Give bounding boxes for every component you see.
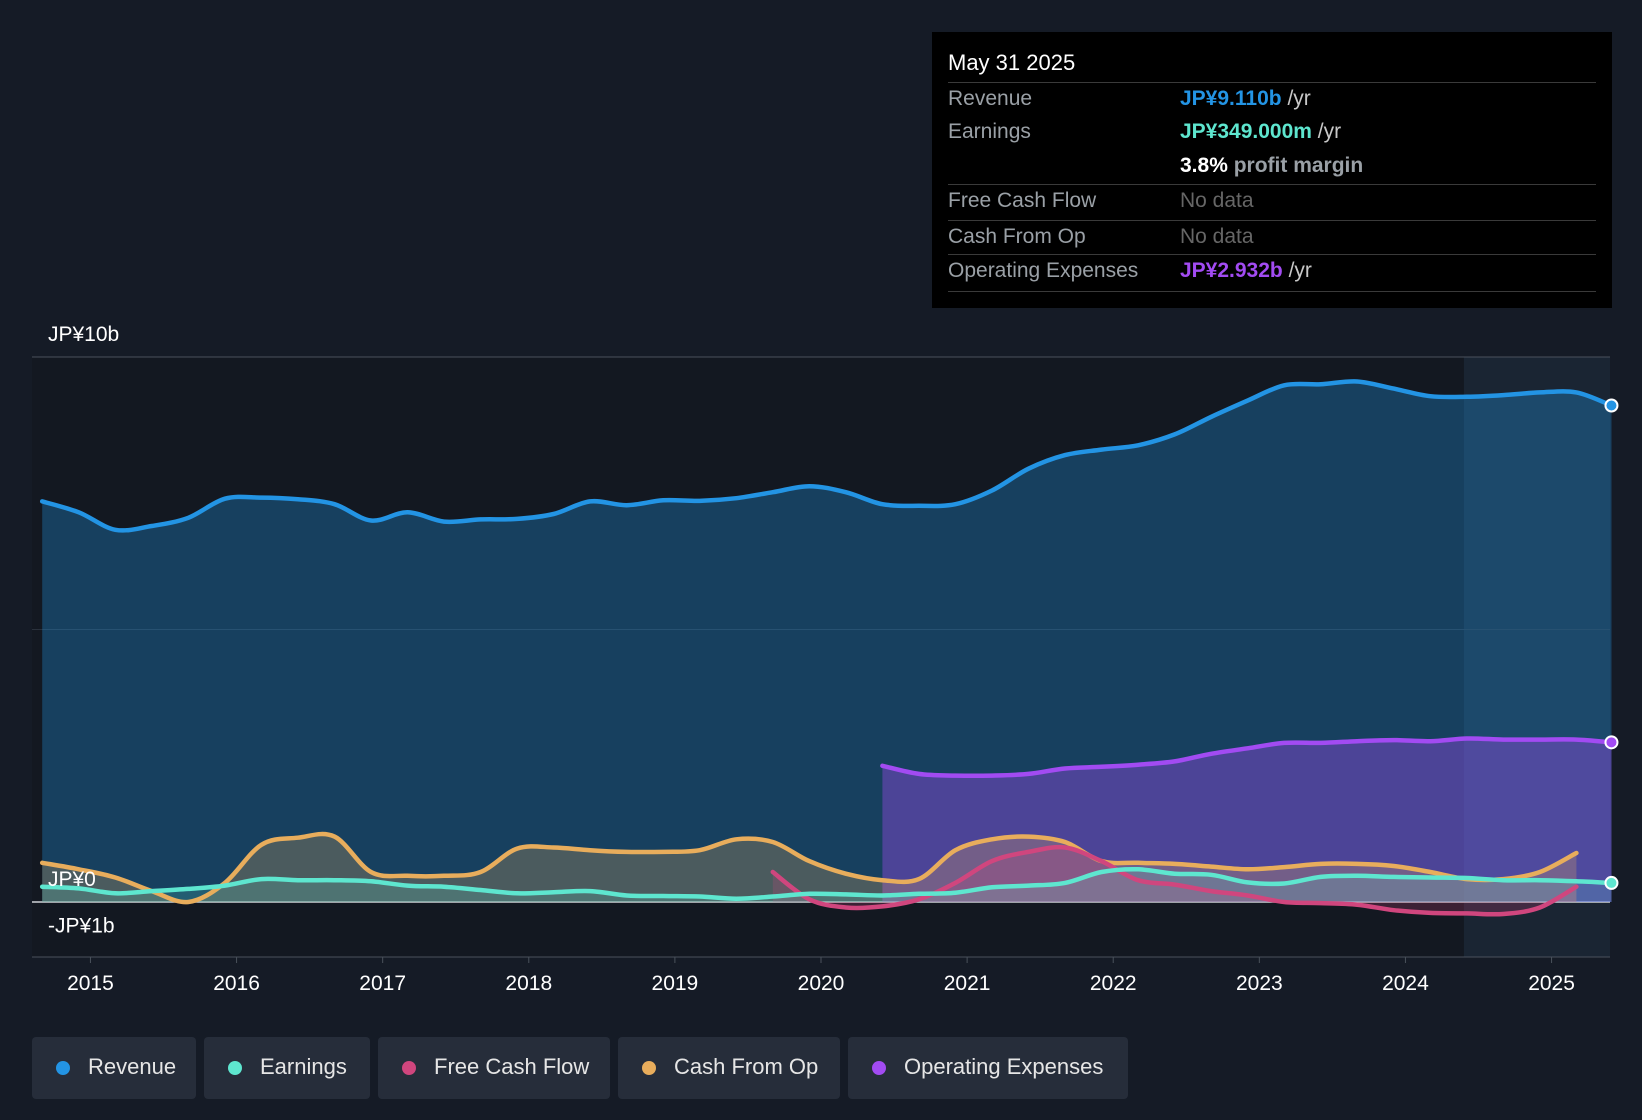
x-label-2016: 2016 [213,972,260,995]
x-label-2021: 2021 [944,972,991,995]
line-revenue [39,379,1614,533]
legend-item-fcf[interactable]: Free Cash Flow [378,1037,610,1099]
x-label-2022: 2022 [1090,972,1137,995]
forecast-band [1463,357,1610,957]
x-label-2015: 2015 [67,972,114,995]
x-label-2019: 2019 [652,972,699,995]
legend-label-fcf: Free Cash Flow [434,1054,590,1079]
plot-background [32,357,1610,957]
legend-dot-cfo [642,1061,656,1075]
tooltip-revenue-unit: /yr [1287,87,1311,110]
tooltip-cfo-label: Cash From Op [948,225,1086,248]
tooltip-margin-value: 3.8% [1180,154,1228,177]
legend-label-revenue: Revenue [88,1054,177,1079]
x-axis-labels: 2015 2016 2017 2018 2019 2020 2021 2022 2023 2024… [67,972,1575,995]
tooltip-row-cfo: Cash From Op No data [948,220,1596,255]
y-label-10: JP¥10b [48,323,119,346]
tooltip-fcf-value: No data [1180,189,1254,212]
tooltip-opex-label: Operating Expenses [948,259,1139,282]
x-label-2020: 2020 [798,972,845,995]
tooltip-fcf-label: Free Cash Flow [948,189,1097,212]
line-cfo [39,831,1579,905]
x-label-2018: 2018 [505,972,552,995]
tooltip-date: May 31 2025 [948,50,1076,75]
tooltip-row-revenue: Revenue JP¥9.110b /yr [948,82,1596,117]
line-opex [880,736,1614,778]
x-label-2025: 2025 [1528,972,1575,995]
financial-line-chart: JP¥10b JP¥0 -JP¥1b 2015 2016 2017 2018 2019 202… [32,323,1619,995]
series-lines [39,379,1614,917]
area-opex [882,738,1612,902]
legend-label-opex: Operating Expenses [904,1054,1104,1079]
tooltip-opex-value: JP¥2.932b [1180,259,1283,282]
tooltip-row-fcf: Free Cash Flow No data [948,184,1596,219]
tooltip-cfo-value: No data [1180,225,1254,248]
tooltip-revenue-value: JP¥9.110b [1180,87,1282,110]
legend-label-earnings: Earnings [260,1054,347,1079]
legend-dot-opex [872,1061,886,1075]
tooltip-margin-label: profit margin [1233,154,1364,177]
tooltip-earnings-unit: /yr [1317,120,1342,143]
legend-label-cfo: Cash From Op [674,1054,819,1079]
area-revenue [42,381,1612,903]
legend-item-cfo[interactable]: Cash From Op [618,1037,840,1099]
tooltip-panel: May 31 2025 Revenue JP¥9.110b /yr Earnin… [932,32,1612,308]
legend-item-opex[interactable]: Operating Expenses [848,1037,1128,1099]
y-label-0: JP¥0 [48,868,96,891]
x-label-2023: 2023 [1236,972,1283,995]
endpoint-revenue [1604,398,1619,413]
legend-dot-fcf [402,1061,416,1075]
line-fcf [770,844,1579,917]
x-label-2024: 2024 [1382,972,1429,995]
tooltip-row-opex: Operating Expenses JP¥2.932b /yr [948,254,1596,292]
tooltip-earnings-value: JP¥349.000m [1180,120,1312,143]
legend-dot-earnings [228,1061,242,1075]
legend-item-revenue[interactable]: Revenue [32,1037,196,1099]
x-label-2017: 2017 [359,972,406,995]
legend-item-earnings[interactable]: Earnings [204,1037,370,1099]
y-axis-labels: JP¥10b JP¥0 -JP¥1b [48,323,119,938]
tooltip-earnings-label: Earnings [948,120,1031,143]
tooltip-opex-unit: /yr [1288,259,1312,282]
endpoint-earnings [1604,875,1619,890]
area-fcf [772,847,1577,915]
legend-dot-revenue [56,1061,70,1075]
y-label--1: -JP¥1b [48,915,115,938]
line-earnings [39,866,1614,901]
tooltip-row-earnings: Earnings JP¥349.000m /yr [948,116,1596,150]
tooltip-row-margin: 3.8% profit margin [948,150,1596,184]
series-endpoints [1604,398,1619,890]
endpoint-opex [1604,735,1619,750]
tooltip-revenue-label: Revenue [948,87,1033,110]
